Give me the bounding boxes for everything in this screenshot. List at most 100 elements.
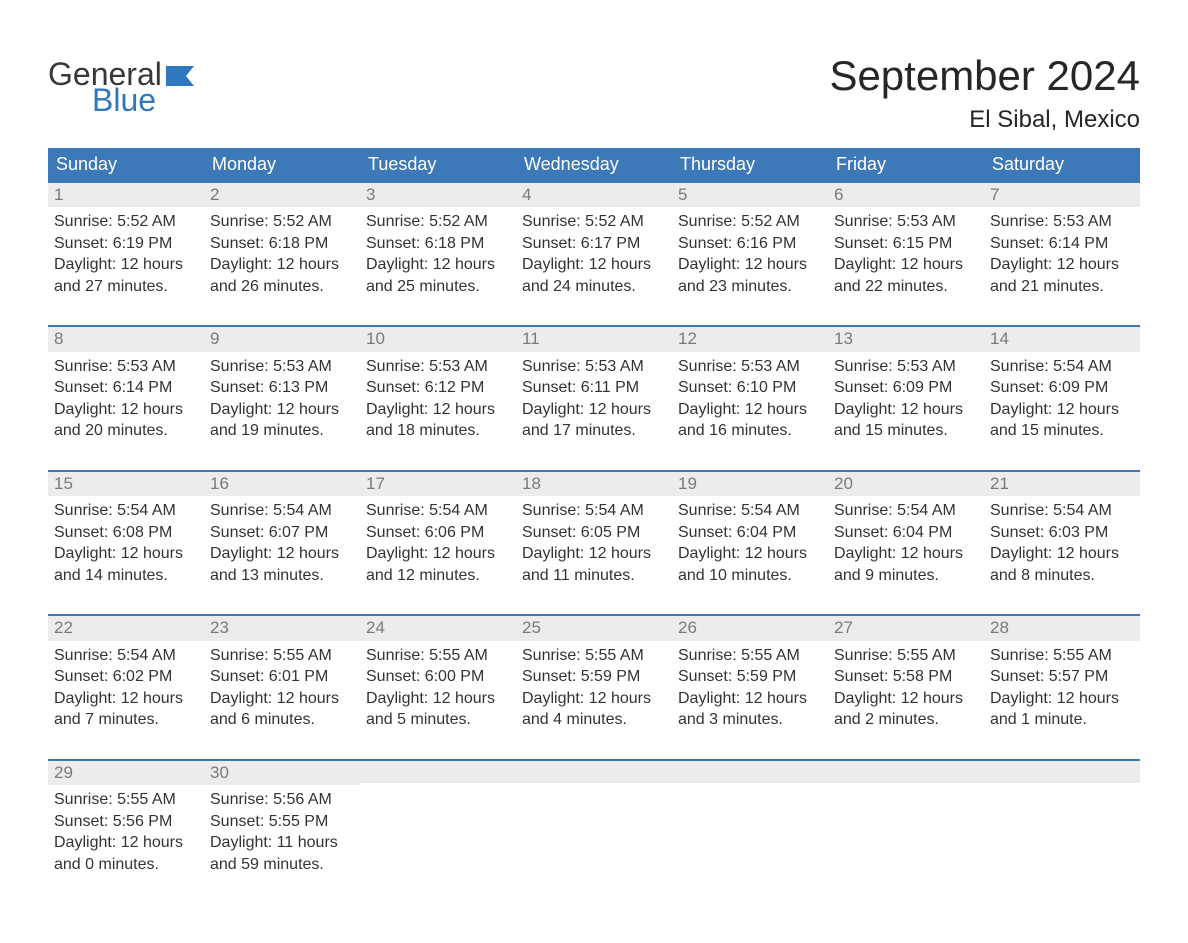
daylight-text: and 16 minutes. <box>678 420 822 442</box>
sunrise-text: Sunrise: 5:54 AM <box>522 500 666 522</box>
day-content: Sunrise: 5:55 AMSunset: 5:57 PMDaylight:… <box>984 641 1140 759</box>
day-content: Sunrise: 5:54 AMSunset: 6:05 PMDaylight:… <box>516 496 672 614</box>
day-content: Sunrise: 5:54 AMSunset: 6:03 PMDaylight:… <box>984 496 1140 614</box>
sunrise-text: Sunrise: 5:54 AM <box>834 500 978 522</box>
day-number: 6 <box>828 183 984 207</box>
daylight-text: Daylight: 12 hours <box>54 543 198 565</box>
day-cell: 22Sunrise: 5:54 AMSunset: 6:02 PMDayligh… <box>48 615 204 759</box>
day-header: Friday <box>828 148 984 182</box>
flag-icon <box>166 66 194 86</box>
calendar-table: Sunday Monday Tuesday Wednesday Thursday… <box>48 148 1140 903</box>
week-row: 15Sunrise: 5:54 AMSunset: 6:08 PMDayligh… <box>48 471 1140 615</box>
sunset-text: Sunset: 5:56 PM <box>54 811 198 833</box>
daylight-text: Daylight: 12 hours <box>210 688 354 710</box>
day-cell: 23Sunrise: 5:55 AMSunset: 6:01 PMDayligh… <box>204 615 360 759</box>
day-cell: 8Sunrise: 5:53 AMSunset: 6:14 PMDaylight… <box>48 326 204 470</box>
daylight-text: Daylight: 12 hours <box>54 832 198 854</box>
daylight-text: Daylight: 12 hours <box>210 543 354 565</box>
sunrise-text: Sunrise: 5:54 AM <box>678 500 822 522</box>
day-cell: 18Sunrise: 5:54 AMSunset: 6:05 PMDayligh… <box>516 471 672 615</box>
day-content: Sunrise: 5:53 AMSunset: 6:14 PMDaylight:… <box>48 352 204 470</box>
day-content: Sunrise: 5:53 AMSunset: 6:15 PMDaylight:… <box>828 207 984 325</box>
sunrise-text: Sunrise: 5:52 AM <box>366 211 510 233</box>
week-row: 22Sunrise: 5:54 AMSunset: 6:02 PMDayligh… <box>48 615 1140 759</box>
day-header: Saturday <box>984 148 1140 182</box>
sunset-text: Sunset: 5:55 PM <box>210 811 354 833</box>
day-number: 12 <box>672 327 828 351</box>
day-number: 16 <box>204 472 360 496</box>
sunset-text: Sunset: 6:19 PM <box>54 233 198 255</box>
day-content: Sunrise: 5:54 AMSunset: 6:08 PMDaylight:… <box>48 496 204 614</box>
day-number: 5 <box>672 183 828 207</box>
daylight-text: Daylight: 12 hours <box>990 254 1134 276</box>
sunset-text: Sunset: 6:02 PM <box>54 666 198 688</box>
daylight-text: Daylight: 12 hours <box>210 399 354 421</box>
sunrise-text: Sunrise: 5:53 AM <box>210 356 354 378</box>
daylight-text: Daylight: 12 hours <box>834 399 978 421</box>
day-cell: 11Sunrise: 5:53 AMSunset: 6:11 PMDayligh… <box>516 326 672 470</box>
day-number: 13 <box>828 327 984 351</box>
day-cell: 5Sunrise: 5:52 AMSunset: 6:16 PMDaylight… <box>672 182 828 326</box>
day-number: 4 <box>516 183 672 207</box>
week-row: 29Sunrise: 5:55 AMSunset: 5:56 PMDayligh… <box>48 760 1140 903</box>
sunset-text: Sunset: 5:59 PM <box>522 666 666 688</box>
week-row: 1Sunrise: 5:52 AMSunset: 6:19 PMDaylight… <box>48 182 1140 326</box>
day-number: 19 <box>672 472 828 496</box>
sunrise-text: Sunrise: 5:52 AM <box>678 211 822 233</box>
daylight-text: Daylight: 12 hours <box>990 399 1134 421</box>
daylight-text: Daylight: 12 hours <box>834 254 978 276</box>
day-content: Sunrise: 5:52 AMSunset: 6:17 PMDaylight:… <box>516 207 672 325</box>
day-cell <box>984 760 1140 903</box>
sunset-text: Sunset: 6:03 PM <box>990 522 1134 544</box>
daylight-text: Daylight: 11 hours <box>210 832 354 854</box>
logo: General Blue <box>48 40 194 116</box>
day-cell: 6Sunrise: 5:53 AMSunset: 6:15 PMDaylight… <box>828 182 984 326</box>
day-content: Sunrise: 5:55 AMSunset: 5:59 PMDaylight:… <box>516 641 672 759</box>
sunset-text: Sunset: 6:01 PM <box>210 666 354 688</box>
day-cell: 17Sunrise: 5:54 AMSunset: 6:06 PMDayligh… <box>360 471 516 615</box>
sunrise-text: Sunrise: 5:55 AM <box>834 645 978 667</box>
sunrise-text: Sunrise: 5:53 AM <box>678 356 822 378</box>
sunrise-text: Sunrise: 5:52 AM <box>210 211 354 233</box>
day-content: Sunrise: 5:53 AMSunset: 6:14 PMDaylight:… <box>984 207 1140 325</box>
day-cell <box>360 760 516 903</box>
daylight-text: and 4 minutes. <box>522 709 666 731</box>
day-cell <box>828 760 984 903</box>
day-cell: 19Sunrise: 5:54 AMSunset: 6:04 PMDayligh… <box>672 471 828 615</box>
daylight-text: Daylight: 12 hours <box>834 688 978 710</box>
daylight-text: and 9 minutes. <box>834 565 978 587</box>
sunrise-text: Sunrise: 5:53 AM <box>54 356 198 378</box>
day-content: Sunrise: 5:54 AMSunset: 6:04 PMDaylight:… <box>828 496 984 614</box>
sunset-text: Sunset: 6:00 PM <box>366 666 510 688</box>
day-content: Sunrise: 5:54 AMSunset: 6:04 PMDaylight:… <box>672 496 828 614</box>
day-cell: 13Sunrise: 5:53 AMSunset: 6:09 PMDayligh… <box>828 326 984 470</box>
daylight-text: Daylight: 12 hours <box>366 543 510 565</box>
daylight-text: and 6 minutes. <box>210 709 354 731</box>
day-number: 18 <box>516 472 672 496</box>
sunrise-text: Sunrise: 5:54 AM <box>54 645 198 667</box>
day-cell: 28Sunrise: 5:55 AMSunset: 5:57 PMDayligh… <box>984 615 1140 759</box>
day-cell: 10Sunrise: 5:53 AMSunset: 6:12 PMDayligh… <box>360 326 516 470</box>
sunrise-text: Sunrise: 5:53 AM <box>522 356 666 378</box>
day-cell: 25Sunrise: 5:55 AMSunset: 5:59 PMDayligh… <box>516 615 672 759</box>
daylight-text: and 14 minutes. <box>54 565 198 587</box>
daylight-text: Daylight: 12 hours <box>54 399 198 421</box>
day-header: Tuesday <box>360 148 516 182</box>
daylight-text: and 1 minute. <box>990 709 1134 731</box>
day-header: Thursday <box>672 148 828 182</box>
sunset-text: Sunset: 6:10 PM <box>678 377 822 399</box>
day-cell: 24Sunrise: 5:55 AMSunset: 6:00 PMDayligh… <box>360 615 516 759</box>
daylight-text: and 17 minutes. <box>522 420 666 442</box>
day-content: Sunrise: 5:56 AMSunset: 5:55 PMDaylight:… <box>204 785 360 903</box>
day-cell: 30Sunrise: 5:56 AMSunset: 5:55 PMDayligh… <box>204 760 360 903</box>
daylight-text: and 7 minutes. <box>54 709 198 731</box>
daylight-text: Daylight: 12 hours <box>54 254 198 276</box>
day-content: Sunrise: 5:55 AMSunset: 5:59 PMDaylight:… <box>672 641 828 759</box>
sunrise-text: Sunrise: 5:54 AM <box>990 356 1134 378</box>
day-number: 1 <box>48 183 204 207</box>
day-content: Sunrise: 5:52 AMSunset: 6:19 PMDaylight:… <box>48 207 204 325</box>
daylight-text: and 10 minutes. <box>678 565 822 587</box>
sunrise-text: Sunrise: 5:52 AM <box>54 211 198 233</box>
daylight-text: Daylight: 12 hours <box>990 688 1134 710</box>
daylight-text: and 21 minutes. <box>990 276 1134 298</box>
